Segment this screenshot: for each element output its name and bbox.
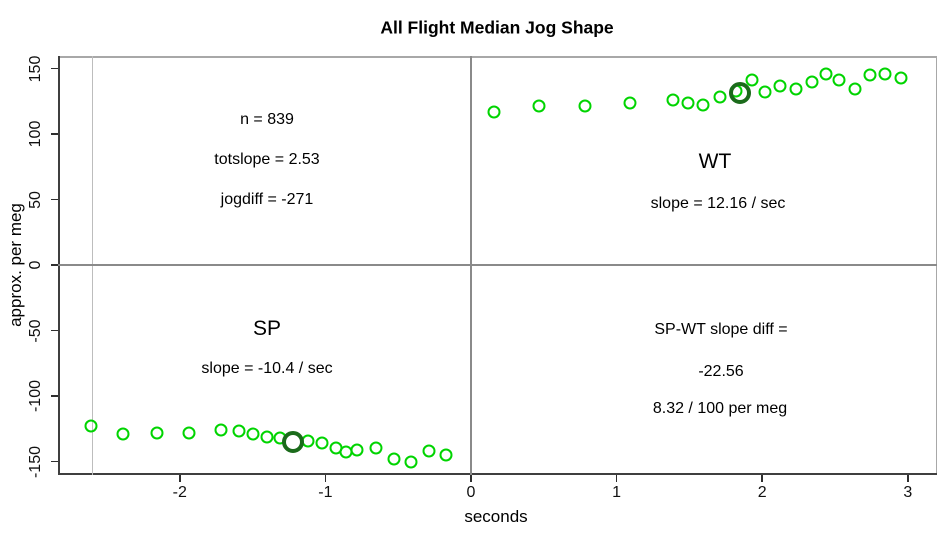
x-axis-tick-label: -2	[172, 484, 187, 501]
x-axis-tick	[324, 475, 327, 482]
y-axis-tick-label: 150	[27, 55, 44, 82]
annotation-slope-diff-title: SP-WT slope diff =	[654, 321, 788, 338]
data-point-wt	[789, 82, 803, 96]
data-point-sp	[387, 452, 401, 466]
annotation-wt-label: WT	[698, 150, 732, 173]
data-point-wt	[758, 85, 772, 99]
data-point-sp	[84, 419, 98, 433]
highlight-point-wt	[729, 82, 752, 105]
data-point-sp	[422, 444, 436, 458]
data-point-wt	[863, 68, 877, 82]
data-point-wt	[773, 79, 787, 93]
x-axis-tick	[470, 475, 472, 482]
x-axis-tick	[761, 475, 763, 482]
data-point-wt	[532, 99, 546, 113]
y-axis-tick-label: 100	[27, 120, 44, 148]
data-point-sp	[150, 426, 163, 440]
data-point-sp	[439, 448, 453, 462]
x-axis-tick-label: 2	[757, 484, 767, 501]
data-point-wt	[745, 73, 759, 87]
x-axis-tick	[615, 475, 618, 482]
data-point-wt	[666, 93, 680, 107]
x-axis-tick-label: 1	[612, 484, 622, 501]
data-point-sp	[214, 423, 228, 437]
annotation-jogdiff: jogdiff = -271	[220, 191, 314, 208]
y-axis-tick-label: -50	[27, 318, 44, 343]
data-point-sp	[369, 441, 383, 455]
y-axis-tick	[51, 264, 58, 266]
annotation-sp-label: SP	[252, 317, 282, 340]
data-point-sp	[182, 426, 196, 440]
data-point-wt	[487, 105, 501, 119]
x-axis-tick-label: -1	[318, 484, 333, 501]
x-axis-tick-label: 3	[903, 484, 913, 501]
data-point-sp	[404, 455, 418, 468]
x-axis-tick-label: 0	[466, 484, 476, 501]
reference-line-horizontal	[58, 264, 937, 266]
x-axis-label: seconds	[464, 507, 528, 526]
data-point-wt	[832, 73, 846, 87]
annotation-sp-slope: slope = -10.4 / sec	[201, 360, 333, 377]
data-point-sp	[260, 430, 274, 444]
data-point-wt	[578, 99, 592, 113]
data-point-wt	[623, 96, 637, 110]
data-point-sp	[315, 436, 329, 450]
data-point-sp	[232, 424, 246, 438]
chart-title: All Flight Median Jog Shape	[380, 17, 614, 38]
y-axis-tick	[51, 133, 58, 135]
y-axis-tick	[51, 198, 58, 201]
data-point-wt	[681, 96, 695, 110]
y-axis-label: approx. per meg	[6, 203, 25, 327]
y-axis-tick-label: -150	[27, 445, 44, 478]
annotation-wt-slope: slope = 12.16 / sec	[650, 195, 786, 212]
plot-border-top	[58, 56, 937, 58]
annotation-slope-diff-rate: 8.32 / 100 per meg	[652, 400, 788, 417]
data-point-wt	[696, 98, 709, 112]
annotation-slope-diff-value: -22.56	[698, 363, 744, 380]
highlight-point-sp	[282, 430, 305, 453]
data-point-sp	[116, 427, 130, 441]
data-point-wt	[878, 67, 891, 81]
y-axis-tick-label: 50	[27, 190, 44, 209]
y-axis-tick-label: 0	[27, 260, 44, 270]
x-axis-tick	[179, 475, 181, 482]
plot-area: n = 839 totslope = 2.53 jogdiff = -271 W…	[27, 55, 937, 501]
data-point-wt	[805, 75, 819, 89]
y-axis-tick	[51, 329, 58, 332]
y-axis-tick	[51, 395, 58, 397]
data-point-wt	[894, 71, 908, 85]
data-point-wt	[848, 82, 862, 96]
x-axis-line	[58, 473, 937, 475]
data-point-sp	[246, 427, 260, 441]
data-point-wt	[819, 67, 833, 81]
y-axis-tick-label: -100	[27, 379, 44, 413]
data-point-sp	[350, 443, 364, 457]
annotation-totslope: totslope = 2.53	[214, 151, 320, 168]
x-axis-tick	[907, 475, 909, 482]
annotation-n: n = 839	[240, 111, 294, 128]
data-point-wt	[713, 90, 727, 104]
y-axis-tick	[51, 460, 58, 463]
y-axis-tick	[51, 67, 58, 70]
